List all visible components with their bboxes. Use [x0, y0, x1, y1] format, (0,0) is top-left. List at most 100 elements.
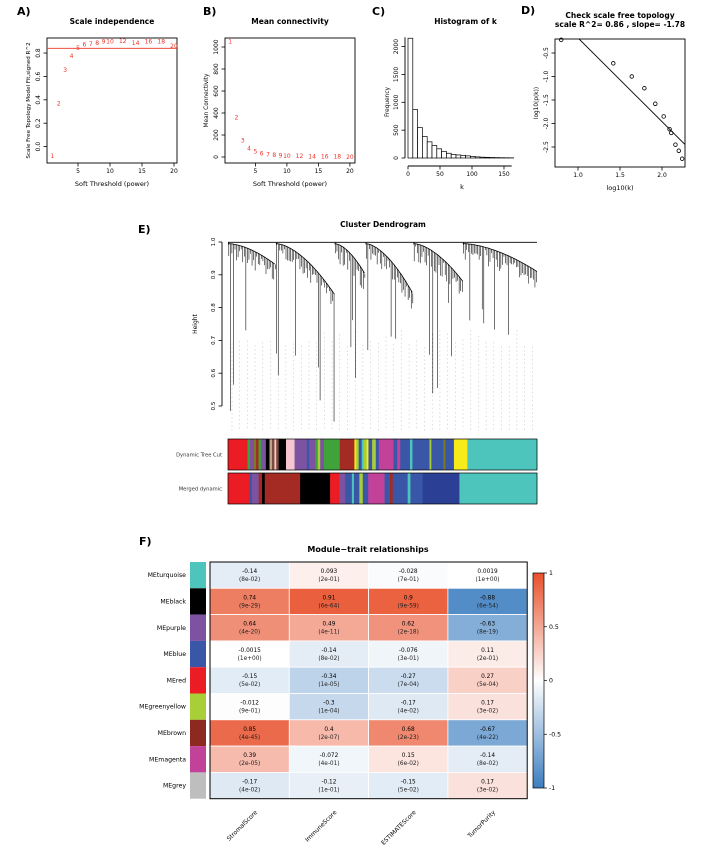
hist-bar: [417, 127, 423, 159]
x-tick-label: 2.0: [657, 172, 667, 179]
y-tick-label: 500: [393, 124, 400, 136]
heatmap-chart: MEturquoise -0.14 (8e-02) 0.093 (2e-01) -0.02…: [139, 561, 561, 845]
x-tick-label: 1.0: [573, 172, 583, 179]
cell-correlation: -0.14: [321, 648, 336, 654]
power-point: 14: [308, 153, 316, 160]
power-point: 10: [283, 153, 291, 160]
dendro-envelope: [413, 243, 464, 282]
panel-e-label: E): [138, 223, 151, 236]
band-segment: [247, 439, 251, 470]
y-tick-label: 0.8: [211, 303, 217, 312]
band-segment: [400, 439, 411, 470]
y-tick-label: 0.8: [35, 48, 42, 58]
cell-pvalue: (8e-02): [477, 761, 498, 767]
band-segment: [251, 473, 259, 504]
module-label: MEmagenta: [149, 756, 186, 763]
heatmap-cell: [288, 561, 369, 589]
cell-correlation: 0.39: [243, 753, 256, 759]
band-segment: [306, 439, 310, 470]
x-tick-label: 50: [436, 171, 444, 178]
y-tick-label: -1.5: [543, 94, 550, 106]
band-segment: [262, 473, 266, 504]
hist-bar: [465, 155, 471, 159]
cell-pvalue: (8e-02): [318, 656, 339, 662]
band-segment: [286, 439, 295, 470]
heatmap-cell: [447, 771, 528, 800]
cell-pvalue: (4e-11): [318, 630, 339, 636]
hist-bar: [455, 154, 462, 159]
power-point: 9: [279, 153, 283, 160]
cell-correlation: 0.68: [402, 727, 415, 733]
cell-pvalue: (6e-02): [398, 761, 419, 767]
cell-pvalue: (1e+00): [238, 656, 262, 662]
plot-box: [46, 37, 178, 164]
band-segment: [397, 439, 401, 470]
band-segment: [276, 439, 280, 470]
band-segment: [260, 439, 267, 470]
trait-label: ImmuneScore: [304, 809, 339, 844]
module-swatch: [190, 693, 206, 720]
band-segment: [368, 439, 373, 470]
cell-correlation: 0.15: [402, 753, 415, 759]
power-point: 3: [63, 67, 67, 74]
hist-bar: [407, 37, 414, 159]
band-segment: [378, 439, 394, 470]
y-axis-label: Height: [192, 313, 199, 333]
module-swatch: [190, 640, 206, 668]
x-tick-label: 10: [283, 168, 291, 175]
data-point: [642, 86, 647, 91]
band-segment: [249, 473, 253, 504]
panel-b-title: Mean connectivity: [251, 17, 329, 26]
heatmap-cell: [209, 771, 290, 800]
module-label: MEturquoise: [148, 572, 187, 579]
band-segment: [453, 439, 468, 470]
cell-pvalue: (5e-02): [398, 787, 419, 793]
power-point: 6: [260, 150, 264, 157]
dendro-envelope: [365, 243, 413, 293]
band-segment: [363, 439, 367, 470]
heatmap-cell: [209, 745, 290, 773]
data-point: [673, 142, 678, 147]
y-tick-label: 1000: [213, 39, 220, 54]
module-swatch: [190, 772, 206, 799]
y-tick-label: 0.6: [35, 71, 42, 81]
y-axis-label: log10(p(k)): [534, 87, 540, 119]
band-segment: [429, 439, 432, 470]
heatmap-cell: [288, 745, 369, 773]
y-tick-label: -2.5: [543, 141, 550, 153]
power-point: 12: [296, 153, 304, 160]
module-label: MEgrey: [163, 783, 186, 790]
y-tick-label: 1500: [393, 67, 400, 82]
cell-correlation: 0.9: [404, 595, 414, 601]
x-tick-label: 10: [106, 168, 114, 175]
cell-correlation: -0.27: [401, 674, 416, 680]
band-segment: [459, 473, 538, 504]
band-segment: [264, 473, 301, 504]
power-point: 1: [228, 39, 232, 46]
cell-pvalue: (9e-29): [239, 603, 260, 609]
module-swatch: [190, 588, 206, 615]
x-tick-label: 100: [466, 171, 478, 178]
x-axis-label: log10(k): [606, 184, 633, 192]
cell-pvalue: (2e-07): [318, 735, 339, 741]
trait-label: TumorPurity: [466, 809, 497, 840]
plot-box: [224, 37, 356, 164]
y-tick-label: 0: [213, 155, 220, 159]
heatmap-cell: [288, 693, 369, 721]
band-label: Dynamic Tree Cut: [176, 453, 222, 459]
heatmap-cell: [368, 771, 449, 800]
power-point: 9: [102, 39, 106, 46]
cell-pvalue: (3e-02): [477, 787, 498, 793]
panel-d-label: D): [521, 4, 536, 17]
power-point: 18: [157, 39, 165, 46]
panel-e-title: Cluster Dendrogram: [340, 220, 426, 229]
cell-pvalue: (1e-04): [318, 709, 339, 715]
heatmap-cell: [209, 693, 290, 721]
heatmap-cell: [209, 640, 290, 668]
band-segment: [315, 439, 319, 470]
panel-d-title-line1: Check scale free topology: [565, 11, 675, 20]
band-segment: [253, 439, 257, 470]
cell-correlation: 0.17: [481, 701, 494, 707]
y-tick-label: -2.0: [543, 117, 550, 129]
colorbar: [532, 572, 545, 789]
